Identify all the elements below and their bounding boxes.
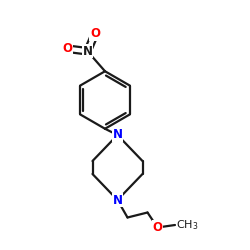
Text: CH$_3$: CH$_3$ [176, 218, 199, 232]
Text: N: N [112, 194, 122, 206]
Text: O: O [62, 42, 72, 55]
Text: N: N [82, 45, 92, 58]
Text: O: O [90, 27, 100, 40]
Text: N: N [112, 128, 122, 141]
Text: O: O [152, 221, 162, 234]
